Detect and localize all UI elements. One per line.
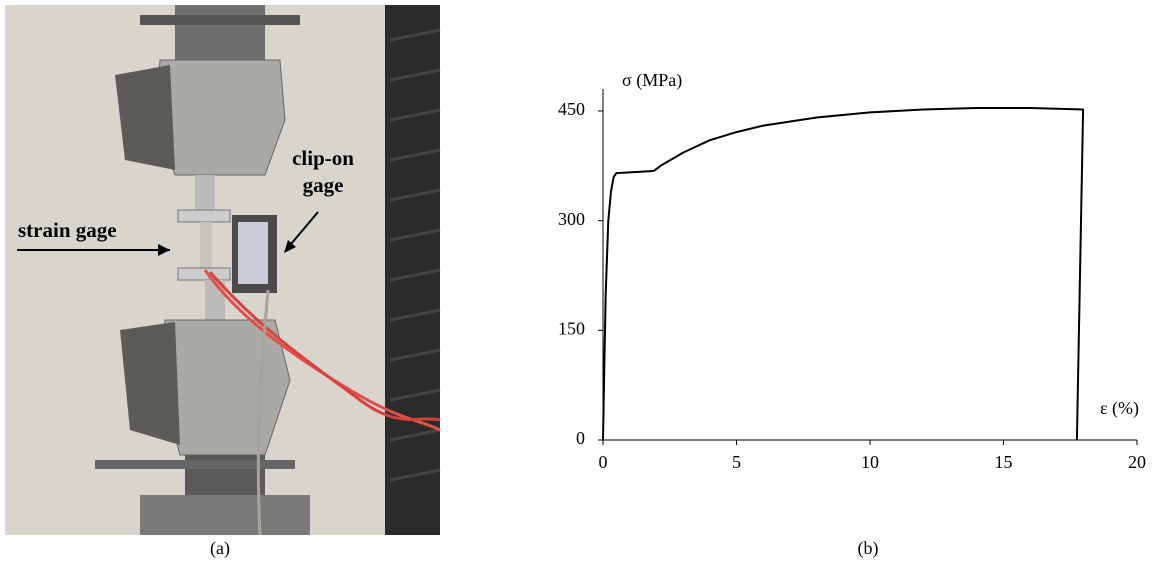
arrow-head [158, 244, 170, 256]
y-tick-label: 150 [558, 318, 585, 338]
wire [203, 269, 441, 432]
x-axis-label: ε (%) [1100, 398, 1139, 419]
x-tick-label: 5 [732, 452, 741, 472]
caption: (a) [210, 538, 230, 559]
x-tick-label: 20 [1128, 452, 1146, 472]
clip-on-label [238, 222, 268, 284]
lower-grip-side [120, 322, 180, 445]
upper-jaw [195, 175, 215, 215]
upper-grip-side [115, 65, 175, 170]
column-slots [389, 28, 441, 482]
arrow-head [284, 240, 296, 253]
clip-on-gage-label: clip-on [292, 146, 354, 170]
photo: strain gage clip-on gage [5, 5, 441, 536]
stress-strain-curve [602, 107, 1085, 441]
gage-clamp-top [177, 209, 231, 223]
upper-fixture [175, 5, 265, 60]
specimen [200, 222, 212, 272]
y-tick-label: 450 [558, 99, 585, 119]
wire [208, 271, 441, 422]
upper-grip [154, 59, 286, 176]
gage-clamp-bottom [177, 267, 231, 281]
caption: (b) [858, 538, 879, 559]
base [140, 495, 310, 535]
y-axis-label: σ (MPa) [622, 70, 682, 91]
strain-gage-label: strain gage [18, 218, 117, 242]
clip-on-gage-label: gage [303, 173, 344, 197]
upper-handle [140, 15, 300, 25]
y-tick-label: 300 [558, 209, 585, 229]
x-tick-label: 15 [995, 452, 1013, 472]
y-tick-label: 0 [576, 428, 585, 448]
x-tick-label: 0 [599, 452, 608, 472]
x-tick-label: 10 [861, 452, 879, 472]
cable [256, 289, 270, 536]
machine-column [385, 5, 440, 535]
lower-handle [95, 460, 295, 469]
